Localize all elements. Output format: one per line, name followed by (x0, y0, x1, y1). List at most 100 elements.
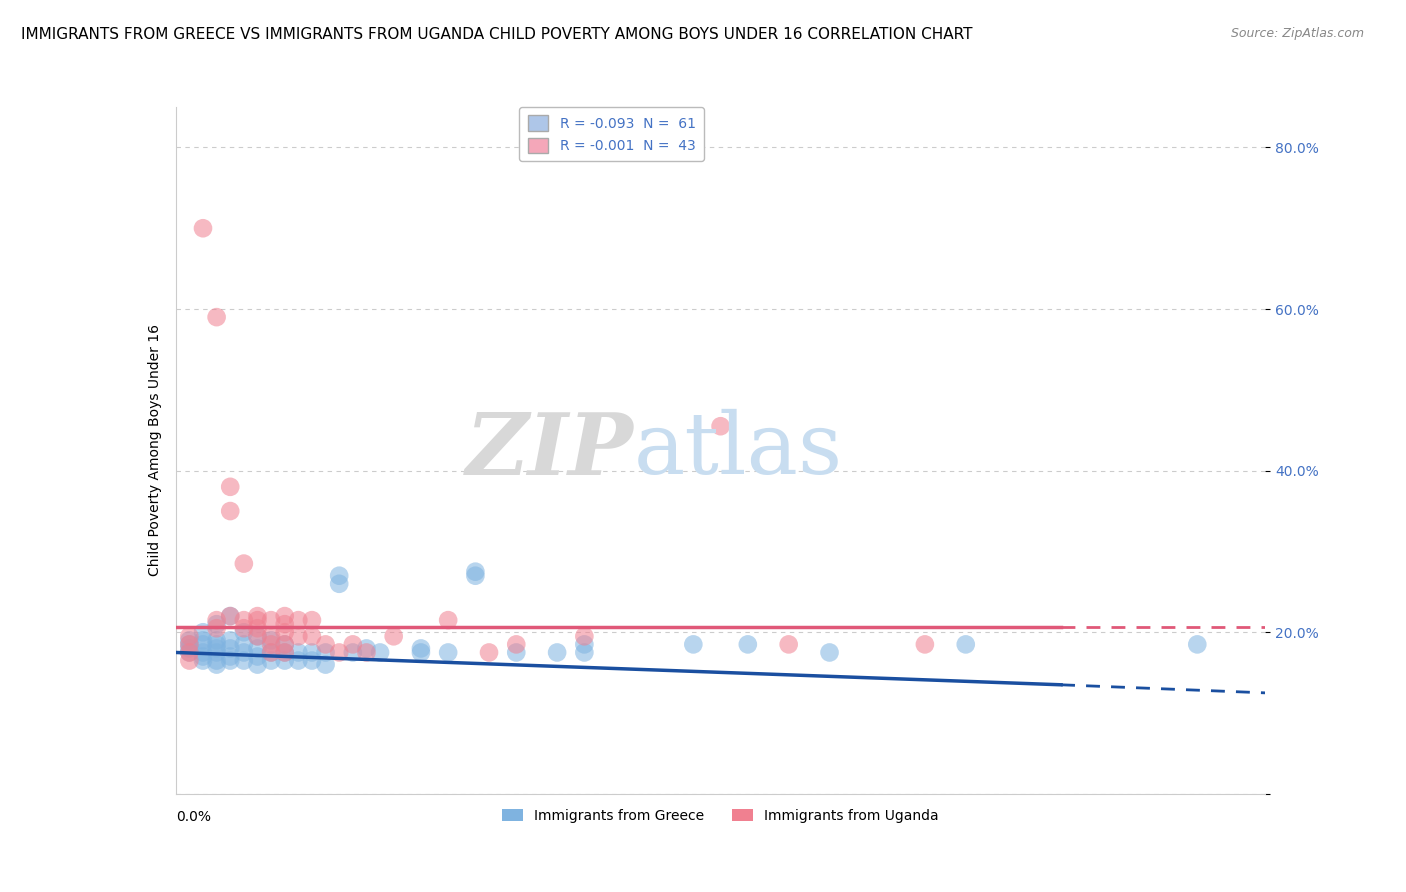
Legend: Immigrants from Greece, Immigrants from Uganda: Immigrants from Greece, Immigrants from … (496, 803, 945, 828)
Point (478, 645, 501, 659)
Point (955, 637, 977, 651)
Point (191, 637, 214, 651)
Point (574, 629, 596, 643)
Point (191, 645, 214, 659)
Point (232, 621, 254, 635)
Point (205, 617, 228, 632)
Point (205, 310, 228, 325)
Point (260, 645, 283, 659)
Point (342, 637, 364, 651)
Point (505, 637, 527, 651)
Point (179, 637, 201, 651)
Point (301, 654, 323, 668)
Point (219, 480, 242, 494)
Point (191, 649, 214, 664)
Point (356, 641, 378, 656)
Point (219, 504, 242, 518)
Point (205, 654, 228, 668)
Point (778, 637, 800, 651)
Point (574, 637, 596, 651)
Point (409, 641, 432, 656)
Point (260, 629, 283, 643)
Point (246, 649, 269, 664)
Point (274, 617, 297, 632)
Point (179, 645, 201, 659)
Point (505, 645, 527, 659)
Point (382, 629, 405, 643)
Text: Source: ZipAtlas.com: Source: ZipAtlas.com (1230, 27, 1364, 40)
Point (232, 637, 254, 651)
Point (710, 419, 733, 434)
Text: IMMIGRANTS FROM GREECE VS IMMIGRANTS FROM UGANDA CHILD POVERTY AMONG BOYS UNDER : IMMIGRANTS FROM GREECE VS IMMIGRANTS FRO… (21, 27, 973, 42)
Point (179, 641, 201, 656)
Point (232, 654, 254, 668)
Point (287, 654, 309, 668)
Point (437, 613, 460, 627)
Point (191, 654, 214, 668)
Point (205, 657, 228, 672)
Point (328, 568, 350, 582)
Text: 0.0%: 0.0% (176, 810, 211, 824)
Point (287, 645, 309, 659)
Point (232, 625, 254, 640)
Point (260, 633, 283, 648)
Point (205, 637, 228, 651)
Point (274, 637, 297, 651)
Point (246, 641, 269, 656)
Point (260, 637, 283, 651)
Point (315, 657, 337, 672)
Point (191, 625, 214, 640)
Point (274, 654, 297, 668)
Point (179, 637, 201, 651)
Point (274, 625, 297, 640)
Point (191, 221, 214, 235)
Point (368, 645, 391, 659)
Point (219, 633, 242, 648)
Point (464, 568, 486, 582)
Point (219, 609, 242, 624)
Point (219, 649, 242, 664)
Text: ZIP: ZIP (465, 409, 633, 492)
Point (246, 657, 269, 672)
Point (205, 613, 228, 627)
Point (191, 633, 214, 648)
Point (682, 637, 704, 651)
Point (274, 645, 297, 659)
Point (1187, 637, 1209, 651)
Point (232, 645, 254, 659)
Point (246, 609, 269, 624)
Point (260, 613, 283, 627)
Point (219, 609, 242, 624)
Point (287, 613, 309, 627)
Point (205, 621, 228, 635)
Point (246, 629, 269, 643)
Point (260, 654, 283, 668)
Point (179, 645, 201, 659)
Point (205, 641, 228, 656)
Point (246, 613, 269, 627)
Point (315, 645, 337, 659)
Point (315, 637, 337, 651)
Point (287, 629, 309, 643)
Point (219, 641, 242, 656)
Point (914, 637, 936, 651)
Point (464, 565, 486, 579)
Point (205, 645, 228, 659)
Point (301, 645, 323, 659)
Point (232, 557, 254, 571)
Point (737, 637, 759, 651)
Point (274, 637, 297, 651)
Point (342, 645, 364, 659)
Point (179, 633, 201, 648)
Point (274, 609, 297, 624)
Point (328, 576, 350, 591)
Point (179, 654, 201, 668)
Point (205, 633, 228, 648)
Point (246, 621, 269, 635)
Point (818, 645, 841, 659)
Point (328, 645, 350, 659)
Point (356, 645, 378, 659)
Point (409, 645, 432, 659)
Text: atlas: atlas (633, 409, 842, 492)
Point (219, 654, 242, 668)
